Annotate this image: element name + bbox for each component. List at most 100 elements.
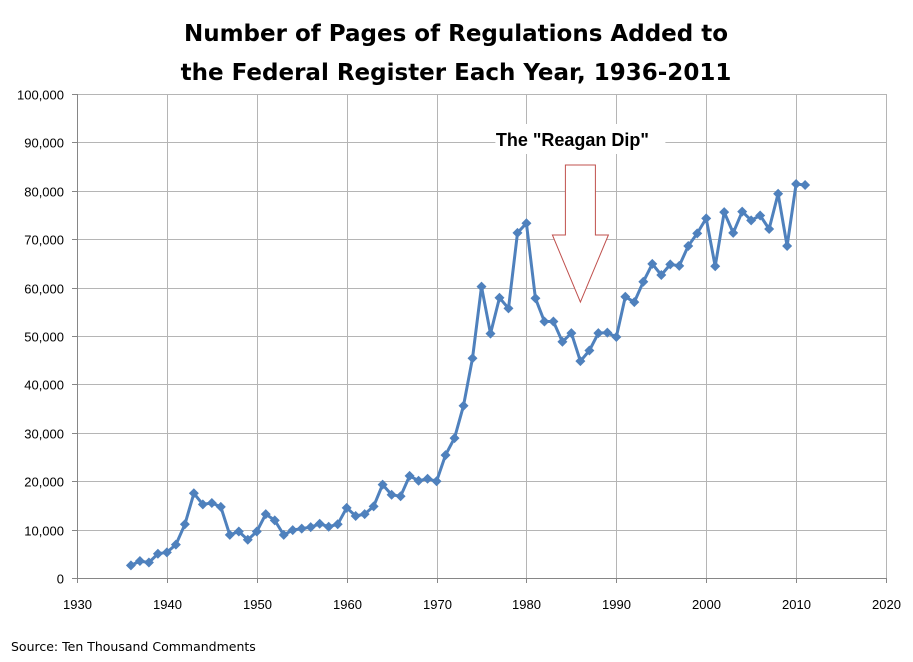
data-point	[314, 518, 325, 529]
x-tick-label: 2020	[872, 597, 901, 612]
data-point	[611, 331, 622, 342]
chart-title-line-2: the Federal Register Each Year, 1936-201…	[181, 60, 732, 86]
data-point	[251, 526, 262, 537]
data-point	[287, 525, 298, 536]
data-point	[125, 560, 136, 571]
y-axis-tick-labels: 0 10,000 20,000 30,000 40,000 50,000 60,000 70,…	[17, 88, 64, 587]
y-tick-label: 40,000	[24, 378, 64, 393]
data-point	[692, 228, 703, 239]
y-tick-label: 50,000	[24, 330, 64, 345]
data-point	[521, 218, 532, 229]
annotation-label: The "Reagan Dip"	[496, 130, 649, 150]
data-point	[395, 491, 406, 502]
y-tick-label: 70,000	[24, 233, 64, 248]
x-tick-label: 2010	[782, 597, 811, 612]
y-tick-label: 30,000	[24, 427, 64, 442]
x-tick-label: 1980	[512, 597, 541, 612]
data-point	[656, 270, 667, 281]
data-point	[710, 261, 721, 272]
data-point	[260, 509, 271, 520]
data-point	[431, 476, 442, 487]
data-point	[341, 502, 352, 513]
data-point	[539, 316, 550, 327]
data-point	[557, 336, 568, 347]
data-point	[143, 557, 154, 568]
data-point	[755, 210, 766, 221]
data-point	[188, 488, 199, 499]
data-point	[746, 215, 757, 226]
data-point	[638, 276, 649, 287]
data-point	[512, 227, 523, 238]
data-point	[377, 479, 388, 490]
data-point	[548, 316, 559, 327]
chart-title-line-1: Number of Pages of Regulations Added to	[184, 21, 728, 47]
y-tick-label: 10,000	[24, 524, 64, 539]
y-tick-label: 90,000	[24, 136, 64, 151]
data-point	[602, 327, 613, 338]
data-point	[332, 519, 343, 530]
y-tick-label: 20,000	[24, 475, 64, 490]
data-point	[305, 522, 316, 533]
data-point	[476, 281, 487, 292]
data-point	[269, 515, 280, 526]
annotation-background	[495, 124, 666, 154]
data-point	[233, 526, 244, 537]
data-point	[170, 539, 181, 550]
data-point	[242, 534, 253, 545]
data-point	[413, 475, 424, 486]
data-point	[350, 511, 361, 522]
data-point	[152, 548, 163, 559]
data-point	[674, 260, 685, 271]
data-point	[701, 213, 712, 224]
source-note: Source: Ten Thousand Commandments	[11, 639, 256, 654]
reagan-dip-arrow	[551, 164, 610, 304]
data-point	[782, 240, 793, 251]
y-tick-label: 80,000	[24, 185, 64, 200]
data-point	[323, 521, 334, 532]
data-point	[566, 328, 577, 339]
x-tick-label: 1940	[153, 597, 182, 612]
data-point	[728, 227, 739, 238]
data-point	[629, 297, 640, 308]
axes	[72, 94, 887, 583]
data-point	[422, 473, 433, 484]
data-point	[278, 529, 289, 540]
data-point	[665, 259, 676, 270]
data-point	[215, 501, 226, 512]
data-point	[530, 293, 541, 304]
x-tick-label: 1930	[63, 597, 92, 612]
annotation: The "Reagan Dip"	[495, 124, 666, 304]
data-point	[764, 224, 775, 235]
data-point	[737, 206, 748, 217]
series-line	[130, 182, 806, 567]
data-point	[359, 509, 370, 520]
data-point	[458, 400, 469, 411]
gridlines	[77, 94, 887, 578]
data-point	[296, 523, 307, 534]
data-point	[719, 207, 730, 218]
data-point	[584, 345, 595, 356]
x-tick-label: 1970	[423, 597, 452, 612]
data-point	[467, 353, 478, 364]
data-point	[179, 519, 190, 530]
x-tick-label: 1960	[333, 597, 362, 612]
x-axis-tick-labels: 1930 1940 1950 1960 1970 1980 1990 2000 2010 2020	[63, 597, 901, 612]
data-point	[593, 328, 604, 339]
y-tick-label: 100,000	[17, 88, 64, 103]
chart-title: Number of Pages of Regulations Added to …	[181, 21, 732, 86]
data-point	[485, 328, 496, 339]
data-point	[197, 499, 208, 510]
data-point	[773, 188, 784, 199]
data-point	[683, 240, 694, 251]
data-point	[494, 292, 505, 303]
x-tick-label: 1990	[602, 597, 631, 612]
x-tick-label: 1950	[243, 597, 272, 612]
data-point	[440, 450, 451, 461]
data-point	[620, 291, 631, 302]
x-tick-label: 2000	[692, 597, 721, 612]
y-tick-label: 0	[57, 572, 64, 587]
data-point	[404, 470, 415, 481]
data-point	[575, 356, 586, 367]
data-point	[134, 556, 145, 567]
